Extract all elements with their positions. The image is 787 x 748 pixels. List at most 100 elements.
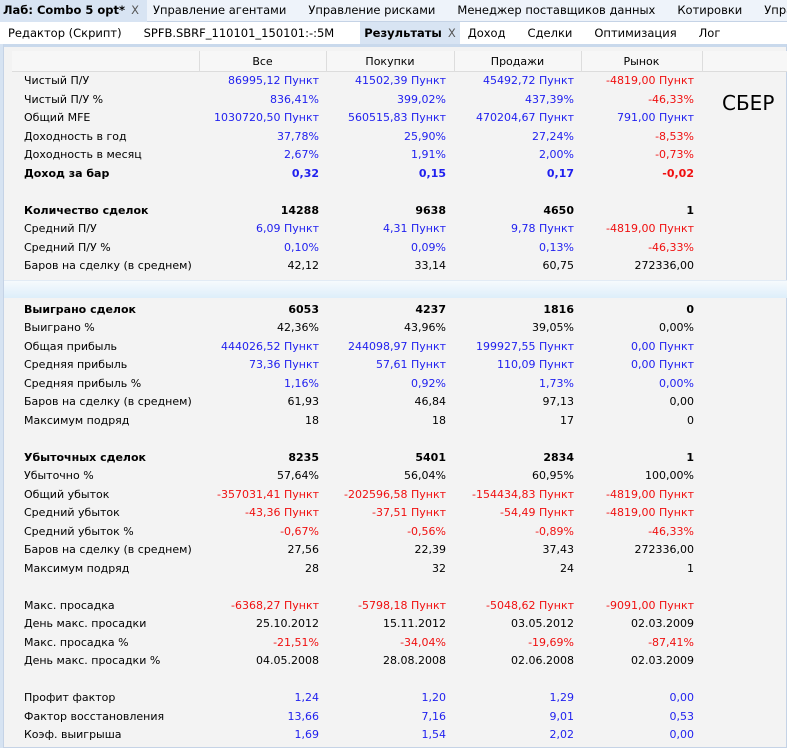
cell-value: 1,29 (549, 691, 575, 704)
table-row[interactable]: Чистый П/У % 836,41% 399,02% 437,39% -46,33% (12, 91, 787, 110)
table-row[interactable]: Максимум подряд 28 32 24 1 (12, 560, 787, 579)
close-icon[interactable]: X (447, 26, 456, 40)
spacer-row (12, 430, 787, 449)
cell-value: 02.03.2009 (631, 617, 694, 630)
table-row[interactable]: Профит фактор 1,24 1,20 1,29 0,00 (12, 689, 787, 708)
table-header: Все Покупки Продажи Рынок (12, 51, 787, 72)
table-row[interactable]: Средний убыток -43,36 Пункт -37,51 Пункт -5… (12, 504, 787, 523)
cell-value: 37,78% (277, 129, 319, 143)
subtab-6[interactable]: Лог (691, 22, 735, 44)
tab-label: Котировки (677, 2, 743, 17)
table-row[interactable]: Доход за бар 0,32 0,15 0,17 -0,02 (12, 165, 787, 184)
table-row[interactable]: Средний П/У % 0,10% 0,09% 0,13% -46,33% (12, 239, 787, 258)
cell-value: 28.08.2008 (383, 654, 446, 667)
cell-value: 57,64% (277, 469, 319, 482)
row-label: Средний убыток % (24, 524, 134, 538)
table-row[interactable]: Средний П/У 6,09 Пункт 4,31 Пункт 9,78 Пунк… (12, 220, 787, 239)
cell-value: 0,17 (546, 166, 574, 180)
tab-label: Управление агентами (152, 2, 287, 17)
tab-2[interactable]: Управление рисками (302, 0, 451, 22)
table-row[interactable]: Выиграно сделок 6053 4237 1816 0 (12, 301, 787, 320)
table-row[interactable]: Средняя прибыль 73,36 Пункт 57,61 Пункт 110… (12, 356, 787, 375)
subtab-2[interactable]: Результаты X (360, 22, 460, 44)
table-row[interactable]: Баров на сделку (в среднем) 27,56 22,39 37,… (12, 541, 787, 560)
cell-value: 17 (560, 413, 574, 427)
column-header-all[interactable]: Все (252, 55, 273, 68)
cell-value: 61,93 (287, 395, 320, 408)
spacer-row (12, 578, 787, 597)
table-row[interactable]: Баров на сделку (в среднем) 42,12 33,14 60,… (12, 257, 787, 276)
cell-value: 1,16% (284, 376, 319, 390)
table-row[interactable]: Общий MFE 1030720,50 Пункт 560515,83 Пункт… (12, 109, 787, 128)
cell-value: -4819,00 Пункт (606, 487, 694, 501)
row-label: Баров на сделку (в среднем) (24, 259, 192, 272)
tab-label: Оптимизация (594, 26, 677, 40)
table-row[interactable]: Убыточно % 57,64% 56,04% 60,95% 100,00% (12, 467, 787, 486)
table-row[interactable]: Коэф. выигрыша 1,69 1,54 2,02 0,00 (12, 726, 787, 745)
tab-0[interactable]: Лаб: Combo 5 opt* X (0, 0, 147, 22)
cell-value: 97,13 (542, 395, 575, 408)
table-row[interactable]: Максимум подряд 18 18 17 0 (12, 412, 787, 431)
column-header-buys[interactable]: Покупки (365, 55, 415, 68)
cell-value: 470204,67 Пункт (475, 111, 574, 124)
cell-value: 199927,55 Пункт (475, 339, 574, 353)
cell-value: 0,00 Пункт (630, 358, 694, 371)
cell-value: 1 (686, 450, 694, 464)
table-row[interactable]: Убыточных сделок 8235 5401 2834 1 (12, 449, 787, 468)
table-row[interactable]: Количество сделок 14288 9638 4650 1 (12, 202, 787, 221)
cell-value: 0,53 (669, 709, 695, 723)
cell-value: 18 (305, 413, 319, 427)
row-label: Средняя прибыль % (24, 376, 142, 390)
cell-value: 25.10.2012 (256, 617, 319, 630)
cell-value: 41502,39 Пункт (354, 74, 446, 87)
cell-value: 1,24 (294, 691, 320, 704)
cell-value: -6368,27 Пункт (231, 598, 319, 612)
table-row[interactable]: Макс. просадка -6368,27 Пункт -5798,18 Пун… (12, 597, 787, 616)
table-row[interactable]: Макс. просадка % -21,51% -34,04% -19,69% -87… (12, 634, 787, 653)
table-row[interactable]: Средний убыток % -0,67% -0,56% -0,89% -46,33… (12, 523, 787, 542)
table-row[interactable]: Выиграно % 42,36% 43,96% 39,05% 0,00% (12, 319, 787, 338)
tab-label: Сделки (527, 26, 573, 40)
column-header-sells[interactable]: Продажи (490, 55, 545, 68)
table-row[interactable]: Доходность в месяц 2,67% 1,91% 2,00% -0,73% (12, 146, 787, 165)
tab-4[interactable]: Котировки (671, 0, 758, 22)
row-label: Фактор восстановления (24, 709, 165, 723)
subtab-4[interactable]: Сделки (520, 22, 587, 44)
subtab-0[interactable]: Редактор (Скрипт) (0, 22, 136, 44)
cell-value: -202596,58 Пункт (344, 487, 446, 501)
table-row[interactable]: Фактор восстановления 13,66 7,16 9,01 0,53 (12, 708, 787, 727)
tab-1[interactable]: Управление агентами (147, 0, 302, 22)
table-row[interactable]: Баров на сделку (в среднем) 61,93 46,84 97,… (12, 393, 787, 412)
subtab-3[interactable]: Доход (460, 22, 520, 44)
tab-3[interactable]: Менеджер поставщиков данных (451, 0, 671, 22)
cell-value: 1030720,50 Пункт (213, 111, 319, 124)
tab-label: Лог (698, 26, 721, 40)
row-label: День макс. просадки (24, 617, 147, 630)
subtab-5[interactable]: Оптимизация (586, 22, 690, 44)
tab-label: Управление рисками (308, 2, 436, 17)
cell-value: 0,92% (411, 376, 446, 390)
cell-value: 4237 (415, 302, 446, 316)
row-label: Средний П/У (24, 222, 97, 235)
cell-value: 22,39 (414, 543, 447, 556)
cell-value: -0,89% (535, 524, 574, 538)
row-label: Убыточно % (24, 469, 94, 482)
column-header-market[interactable]: Рынок (623, 55, 660, 68)
cell-value: 33,14 (414, 259, 447, 272)
row-label: Количество сделок (24, 203, 149, 217)
table-row[interactable]: Общий убыток -357031,41 Пункт -202596,58 П… (12, 486, 787, 505)
table-row[interactable]: День макс. просадки % 04.05.2008 28.08.200… (12, 652, 787, 671)
close-icon[interactable]: X (131, 2, 139, 17)
cell-value: 0,00 Пункт (630, 339, 694, 353)
tab-label: Лаб: Combo 5 opt* (3, 2, 126, 17)
subtab-1[interactable]: SPFB.SBRF_110101_150101:-:5M (136, 22, 349, 44)
row-label: Средний П/У % (24, 240, 111, 254)
table-row[interactable]: Средняя прибыль % 1,16% 0,92% 1,73% 0,00% (12, 375, 787, 394)
table-row[interactable]: День макс. просадки 25.10.2012 15.11.2012 0… (12, 615, 787, 634)
cell-value: 0,32 (291, 166, 319, 180)
table-row[interactable]: Доходность в год 37,78% 25,90% 27,24% -8,53% (12, 128, 787, 147)
cell-value: -0,73% (655, 148, 694, 161)
tab-5[interactable]: Упра (758, 0, 787, 22)
table-row[interactable]: Чистый П/У 86995,12 Пункт 41502,39 Пункт 45… (12, 72, 787, 91)
table-row[interactable]: Общая прибыль 444026,52 Пункт 244098,97 Пу… (12, 338, 787, 357)
